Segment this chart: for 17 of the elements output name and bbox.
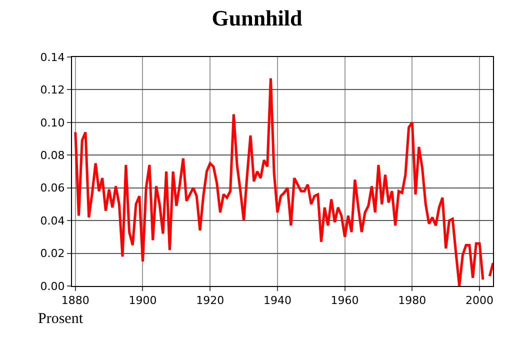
chart-title: Gunnhild [212,6,302,31]
y-tick-label: 0.02 [40,247,65,260]
y-tick-label: 0.06 [40,182,65,195]
x-tick-label: 1980 [398,294,426,308]
y-tick-label: 0.00 [40,280,65,293]
x-tick-label: 2000 [466,294,494,308]
x-tick-label: 1900 [128,294,157,308]
x-tick-label: 1940 [263,294,292,308]
x-tick-label: 1960 [330,294,359,308]
y-tick-label: 0.10 [40,116,65,130]
x-tick-label: 1920 [196,294,224,308]
y-tick-label: 0.08 [40,148,65,162]
y-tick-label: 0.14 [40,50,65,64]
y-tick-label: 0.12 [40,84,65,97]
x-tick-label: 1880 [61,294,90,308]
y-axis-title: Prosent [38,311,84,327]
y-tick-label: 0.04 [40,214,65,228]
